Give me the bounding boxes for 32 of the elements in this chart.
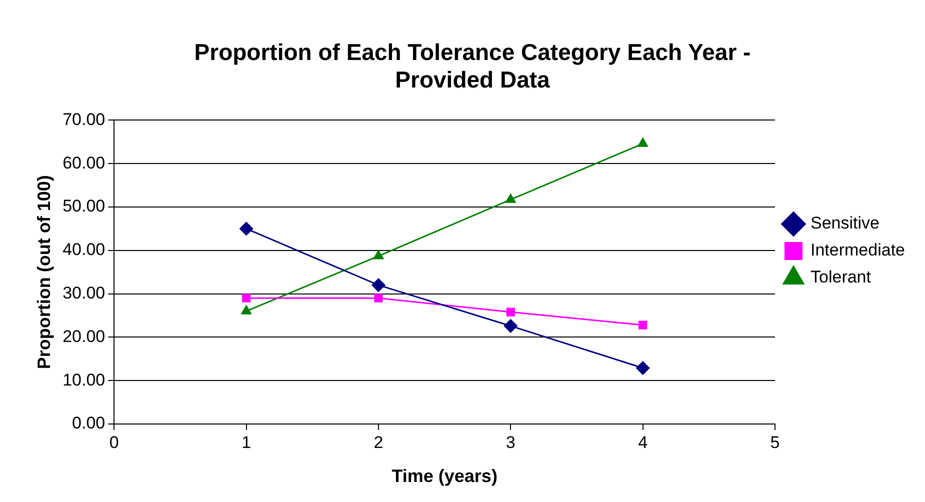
y-tick-label: 60.00	[62, 153, 106, 172]
point	[504, 319, 518, 333]
y-tick-label: 50.00	[62, 196, 106, 216]
point	[506, 308, 515, 316]
x-tick-label: 4	[638, 432, 648, 452]
y-tick-label: 10.00	[62, 370, 106, 390]
x-tick-label: 2	[374, 432, 384, 452]
point	[638, 320, 648, 330]
y-tick-label: 70.00	[62, 110, 106, 129]
x-tick-label: 5	[770, 432, 780, 452]
point	[374, 294, 383, 302]
y-tick-label: 30.00	[62, 283, 106, 302]
point	[373, 250, 384, 260]
x-tick-label: 1	[242, 432, 252, 452]
x-tick-label: 0	[109, 432, 119, 452]
point	[240, 222, 254, 236]
point	[638, 138, 648, 147]
point	[372, 278, 386, 292]
y-axis-title: Proportion (out of 100)	[34, 175, 54, 370]
legend-label: Tolerant	[810, 268, 872, 287]
y-tick-label: 20.00	[62, 326, 106, 346]
chart-title: Proportion of Each Tolerance Category Each Year - Provided Data	[194, 39, 751, 93]
x-axis-title: Time (years)	[392, 466, 498, 486]
point	[506, 194, 516, 203]
legend-label: Intermediate	[810, 240, 906, 260]
y-tick-label: 40.00	[62, 240, 106, 260]
legend-label: Sensitive	[810, 214, 880, 233]
point	[242, 294, 251, 302]
point	[636, 361, 650, 375]
x-tick-label: 3	[506, 432, 516, 452]
point	[241, 305, 252, 314]
y-tick-label: 0.00	[72, 414, 106, 433]
